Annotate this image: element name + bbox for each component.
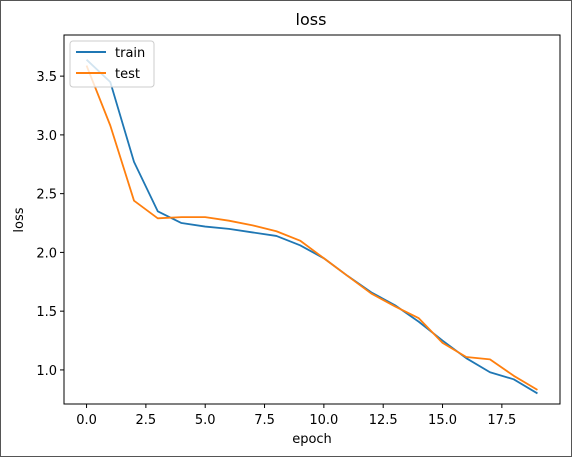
y-tick-label: 2.5 — [36, 188, 57, 203]
legend: train test — [69, 40, 155, 88]
y-tick-label: 3.0 — [36, 129, 57, 144]
legend-label-test: test — [115, 67, 140, 82]
y-axis-label: loss — [12, 207, 27, 232]
y-tick-label: 3.5 — [36, 70, 57, 85]
chart-title: loss — [296, 10, 327, 29]
legend-label-train: train — [115, 46, 145, 61]
x-tick-label: 17.5 — [487, 413, 516, 428]
y-tick-label: 1.0 — [36, 364, 57, 379]
x-tick-label: 10.0 — [309, 413, 338, 428]
y-tick-label: 2.0 — [36, 246, 57, 261]
x-tick-label: 0.0 — [76, 413, 97, 428]
x-tick-label: 7.5 — [254, 413, 275, 428]
x-tick-label: 5.0 — [195, 413, 216, 428]
x-axis: 0.0 2.5 5.0 7.5 10.0 12.5 15.0 17.5 — [76, 404, 516, 428]
x-axis-label: epoch — [292, 432, 332, 447]
y-axis: 1.0 1.5 2.0 2.5 3.0 3.5 — [36, 70, 64, 379]
x-tick-label: 12.5 — [369, 413, 398, 428]
y-tick-label: 1.5 — [36, 305, 57, 320]
plot-area — [63, 34, 561, 405]
series-lines — [85, 59, 538, 395]
x-tick-label: 2.5 — [136, 413, 157, 428]
x-tick-label: 15.0 — [428, 413, 457, 428]
series-line-test — [85, 65, 538, 391]
